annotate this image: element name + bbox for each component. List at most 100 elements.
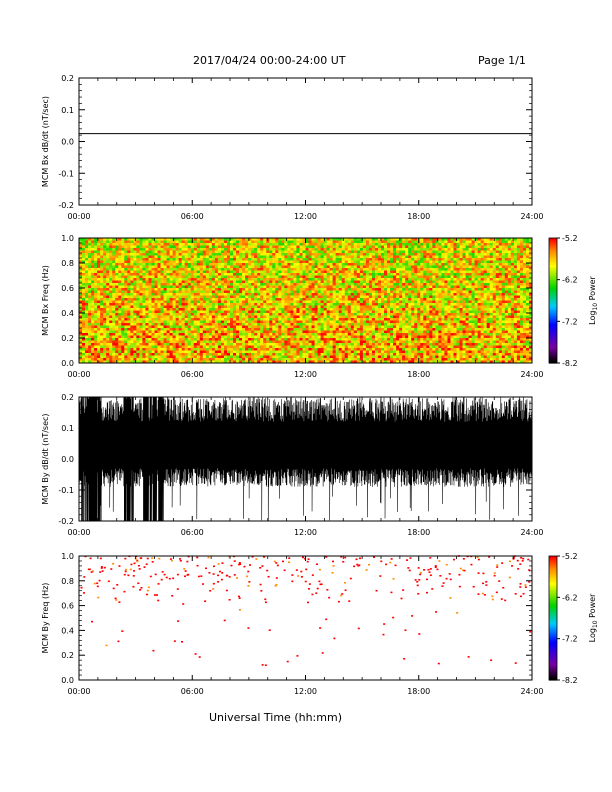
- spectrogram-cell: [272, 338, 276, 341]
- spectrogram-cell: [217, 348, 222, 351]
- spectrogram-cell: [281, 238, 285, 241]
- spectrogram-cell: [266, 283, 270, 286]
- spectrogram-cell: [293, 258, 297, 261]
- spectrogram-cell: [214, 290, 219, 294]
- spectrogram-cell: [151, 315, 155, 319]
- spectrogram-cell: [133, 278, 137, 281]
- spectrogram-cell: [88, 358, 92, 361]
- spectrogram-cell: [254, 343, 258, 346]
- spectrogram-cell: [184, 320, 189, 324]
- spectrogram-cell: [85, 355, 89, 359]
- spectrogram-cell: [344, 308, 349, 311]
- spectrogram-cell: [106, 358, 110, 361]
- spectrogram-cell: [130, 333, 134, 336]
- spectrogram-cell: [281, 240, 285, 244]
- spectrogram-cell: [115, 330, 119, 334]
- spectrogram-cell: [196, 308, 201, 311]
- spectrogram-cell: [205, 293, 210, 296]
- spectrogram-cell: [148, 355, 152, 359]
- spectrogram-cell: [139, 303, 143, 306]
- spectrogram-cell: [154, 253, 158, 256]
- spectrogram-cell: [178, 270, 183, 274]
- spectrogram-cell: [323, 273, 328, 276]
- spectrogram-cell: [157, 323, 161, 326]
- spectrogram-cell: [217, 350, 222, 354]
- spectrogram-cell: [368, 300, 373, 304]
- spectrogram-cell: [205, 313, 210, 316]
- spectrogram-cell: [220, 298, 225, 301]
- spectrogram-cell: [359, 250, 364, 254]
- spectrogram-cell: [166, 305, 170, 309]
- spectrogram-cell: [202, 295, 207, 299]
- spectrogram-cell: [305, 285, 309, 289]
- spectrogram-cell: [223, 243, 228, 246]
- spectrogram-cell: [142, 353, 146, 356]
- spectrogram-cell: [344, 358, 349, 361]
- y-tick-label-1: -0.2: [58, 201, 74, 210]
- spectrogram-cell: [79, 253, 83, 256]
- spectrogram-cell: [217, 285, 222, 289]
- spectrogram-cell: [350, 303, 355, 306]
- spectrogram-cell: [169, 253, 174, 256]
- spectrogram-cell: [269, 343, 273, 346]
- spectrogram-cell: [299, 295, 303, 299]
- spectrogram-cell: [317, 323, 321, 326]
- spectrogram-cell: [332, 328, 337, 331]
- spectrogram-cell: [299, 283, 303, 286]
- spectrogram-cell: [139, 248, 143, 251]
- spectrogram-cell: [136, 333, 140, 336]
- spectrogram-cell: [151, 280, 155, 284]
- spectrogram-cell: [145, 350, 149, 354]
- spectrogram-cell: [248, 300, 252, 304]
- spectrogram-cell: [169, 268, 174, 271]
- spectrogram-cell: [181, 250, 186, 254]
- spectrogram-cell: [193, 293, 198, 296]
- spectrogram-cell: [154, 288, 158, 291]
- spectrogram-cell: [359, 353, 364, 356]
- spectrogram-cell: [353, 305, 358, 309]
- spectrogram-cell: [94, 295, 98, 299]
- spectrogram-cell: [97, 263, 101, 266]
- spectrogram-cell: [181, 335, 186, 339]
- spectrogram-cell: [226, 320, 231, 324]
- spectrogram-cell: [311, 315, 315, 319]
- spectrogram-cell: [332, 335, 337, 339]
- spectrogram-cell: [344, 298, 349, 301]
- spectrogram-cell: [296, 323, 300, 326]
- spectrogram-cell: [100, 240, 104, 244]
- spectrogram-cell: [236, 288, 240, 291]
- spectrogram-cell: [266, 340, 270, 344]
- spectrogram-cell: [245, 300, 249, 304]
- spectrogram-cell: [160, 358, 164, 361]
- spectrogram-cell: [88, 253, 92, 256]
- spectrogram-cell: [160, 270, 164, 274]
- spectrogram-cell: [148, 318, 152, 321]
- spectrogram-cell: [260, 343, 264, 346]
- spectrogram-cell: [97, 250, 101, 254]
- spectrogram-cell: [329, 308, 334, 311]
- spectrogram-cell: [275, 285, 279, 289]
- x-tick-label-1: 00:00: [67, 212, 90, 221]
- spectrogram-cell: [287, 310, 291, 314]
- spectrogram-cell: [142, 303, 146, 306]
- spectrogram-cell: [245, 345, 249, 349]
- spectrogram-cell: [184, 258, 189, 261]
- spectrogram-cell: [205, 318, 210, 321]
- spectrogram-cell: [320, 345, 325, 349]
- spectrogram-cell: [214, 298, 219, 301]
- spectrogram-cell: [106, 335, 110, 339]
- spectrogram-cell: [88, 255, 92, 259]
- spectrogram-cell: [223, 303, 228, 306]
- spectrogram-cell: [356, 318, 361, 321]
- spectrogram-cell: [133, 333, 137, 336]
- spectrogram-cell: [251, 323, 255, 326]
- spectrogram-cell: [220, 338, 225, 341]
- spectrogram-cell: [190, 328, 195, 331]
- spectrogram-cell: [350, 340, 355, 344]
- spectrogram-cell: [226, 283, 231, 286]
- spectrogram-cell: [353, 265, 358, 269]
- spectrogram-cell: [82, 260, 86, 264]
- spectrogram-cell: [220, 260, 225, 264]
- spectrogram-cell: [100, 320, 104, 324]
- spectrogram-cell: [281, 333, 285, 336]
